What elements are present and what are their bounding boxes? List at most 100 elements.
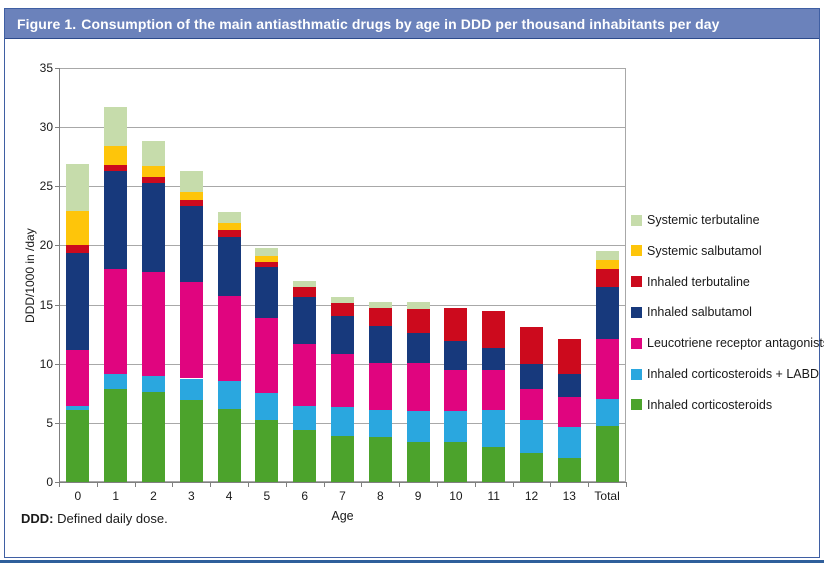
bar-segment — [66, 164, 90, 212]
x-axis-tick-mark — [437, 483, 438, 487]
x-axis-tick-mark — [361, 483, 363, 487]
x-axis-tick-mark — [59, 483, 60, 487]
bar-segment — [406, 309, 430, 333]
bar-segment — [406, 302, 430, 310]
y-axis-tick-mark — [55, 482, 59, 483]
bar-segment — [142, 392, 165, 482]
x-axis-tick-label: 8 — [376, 489, 384, 503]
bar-segment — [255, 261, 279, 267]
x-axis-tick-label: 2 — [150, 489, 157, 503]
legend-item: Inhaled corticosteroids — [631, 397, 772, 413]
bar-segment — [293, 429, 317, 482]
bar-segment — [368, 362, 392, 410]
bar-segment — [595, 425, 619, 482]
y-axis-tick-mark — [55, 68, 59, 69]
bar-segment — [293, 286, 317, 298]
legend-label: Inhaled corticosteroids — [647, 397, 773, 412]
x-axis-tick-label: 13 — [562, 489, 576, 503]
bar-segment — [482, 446, 506, 482]
y-axis-tick-label: 35 — [39, 61, 53, 75]
bar-segment — [142, 182, 165, 273]
x-axis-tick-mark — [399, 483, 401, 487]
bar-segment — [331, 407, 354, 436]
bar-segment — [293, 343, 317, 407]
legend-swatch-icon — [631, 245, 642, 257]
bar-segment — [104, 170, 128, 270]
x-axis-tick-mark — [172, 483, 174, 487]
legend-item: Leucotriene receptor antagonists — [631, 335, 824, 351]
gridline — [59, 127, 626, 129]
bar-segment — [331, 354, 354, 408]
bar-segment — [331, 435, 354, 482]
footnote-definition: Defined daily dose. — [57, 511, 168, 526]
bar-segment — [595, 251, 619, 261]
figure-title-text: Consumption of the main antiasthmatic dr… — [81, 15, 720, 32]
bar-segment — [104, 164, 128, 171]
y-axis-tick-label: 30 — [39, 120, 53, 135]
bar-segment — [255, 392, 279, 421]
x-axis-tick-label: 5 — [263, 489, 271, 503]
legend-label: Systemic terbutaline — [647, 213, 760, 227]
legend-label: Systemic salbutamol — [647, 243, 762, 258]
bar-segment — [406, 411, 430, 442]
legend-swatch-icon — [631, 306, 642, 318]
x-axis-tick-mark — [96, 483, 98, 487]
figure-title: Figure 1. Consumption of the main antiast… — [17, 16, 720, 32]
bar-segment — [368, 325, 392, 363]
y-axis-tick-mark — [55, 127, 59, 129]
bar-segment — [179, 192, 203, 201]
bar-segment — [179, 206, 203, 283]
bar-segment — [217, 237, 241, 297]
legend-item: Systemic salbutamol — [631, 243, 762, 259]
y-axis-tick-label: 0 — [46, 475, 53, 489]
bar-segment — [482, 347, 506, 370]
bar-segment — [217, 296, 241, 382]
bar-segment — [66, 409, 90, 482]
bar-segment — [557, 397, 581, 427]
y-axis-tick-mark — [55, 422, 59, 424]
x-axis-tick-label: 10 — [449, 489, 463, 503]
bar-segment — [179, 378, 203, 401]
bar-segment — [406, 362, 430, 412]
bar-segment — [142, 176, 165, 183]
bar-segment — [595, 269, 619, 287]
bar-segment — [444, 370, 468, 412]
bar-segment — [368, 302, 392, 309]
bar-segment — [520, 388, 543, 421]
gridline — [59, 245, 626, 247]
x-axis-tick-mark — [474, 483, 476, 487]
x-axis-line — [59, 482, 627, 483]
x-axis-tick-mark — [550, 483, 552, 487]
bar-segment — [293, 406, 317, 430]
bar-segment — [331, 303, 354, 317]
bar-segment — [66, 349, 90, 406]
bar-segment — [595, 338, 619, 400]
bar-segment — [444, 307, 468, 342]
legend-item: Systemic terbutaline — [631, 212, 760, 228]
bar-segment — [104, 107, 128, 147]
legend-item: Inhaled salbutamol — [631, 304, 752, 320]
x-axis-tick-mark — [323, 483, 325, 487]
legend-swatch-icon — [631, 337, 642, 349]
bar-segment — [444, 411, 468, 443]
y-axis-tick-label: 20 — [39, 238, 53, 253]
bar-segment — [368, 409, 392, 438]
bar-segment — [482, 409, 506, 447]
bar-segment — [406, 332, 430, 363]
x-axis-tick-mark — [248, 483, 249, 487]
x-axis-tick-mark — [512, 483, 514, 487]
x-axis-tick-label: 9 — [414, 489, 422, 503]
gridline — [59, 186, 626, 188]
bar-segment — [293, 280, 317, 287]
y-axis-line — [59, 68, 60, 482]
x-axis-tick-mark — [210, 483, 212, 487]
stacked-bar-chart: 0 5 10 15 20 25 30 35 0 1 2 3 4 5 6 7 8 9 10 11 12 13 Total Age… — [5, 39, 824, 535]
x-axis-tick-label: 3 — [187, 489, 195, 503]
bar-segment — [444, 341, 468, 371]
bar-segment — [66, 211, 90, 246]
bar-segment — [331, 316, 354, 355]
y-axis-tick-label: 15 — [39, 297, 53, 312]
legend-item: Inhaled corticosteroids + LABD — [631, 366, 819, 382]
x-axis-tick-mark — [134, 483, 136, 487]
x-axis-tick-label: 1 — [112, 489, 120, 503]
